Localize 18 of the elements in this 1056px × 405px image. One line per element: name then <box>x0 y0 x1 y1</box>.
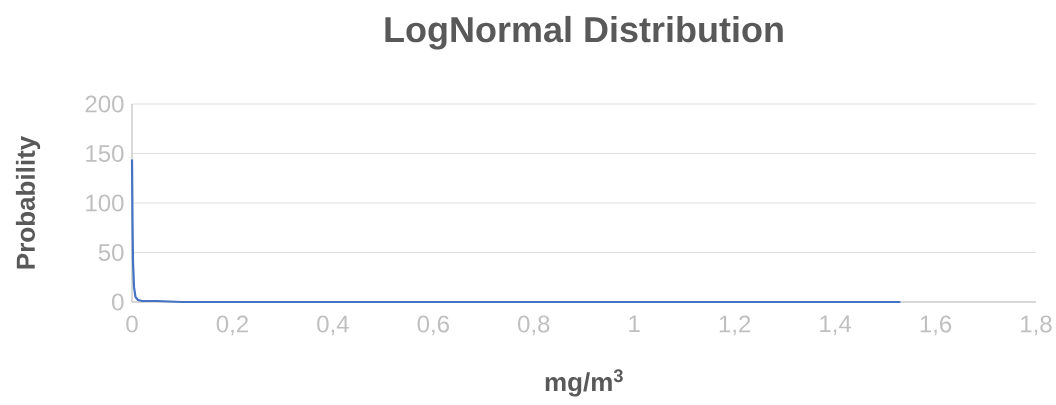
x-tick-label: 0,2 <box>216 315 248 336</box>
x-tick-label: 0,8 <box>518 315 550 336</box>
x-tick-label: 1,8 <box>1021 315 1052 336</box>
y-tick-label: 0 <box>112 293 124 311</box>
y-tick-label: 150 <box>86 145 124 162</box>
y-tick-label: 50 <box>98 244 124 261</box>
x-axis-title: mg/m$^{3}$ <box>545 369 623 397</box>
x-tick-label: 1,4 <box>820 315 852 336</box>
y-axis-title: Probability <box>15 135 41 269</box>
x-tick-label: 1,6 <box>920 315 952 336</box>
y-tick-label: 100 <box>86 194 124 212</box>
x-tick-label: 1 <box>629 315 640 333</box>
x-tick-label: 1,2 <box>719 315 751 336</box>
chart-title: LogNormal Distribution <box>385 15 783 50</box>
x-tick-label: 0,4 <box>317 315 349 336</box>
x-tick-label: 0,6 <box>417 315 449 336</box>
y-tick-label: 200 <box>85 95 124 113</box>
x-tick-label: 0 <box>126 315 138 333</box>
